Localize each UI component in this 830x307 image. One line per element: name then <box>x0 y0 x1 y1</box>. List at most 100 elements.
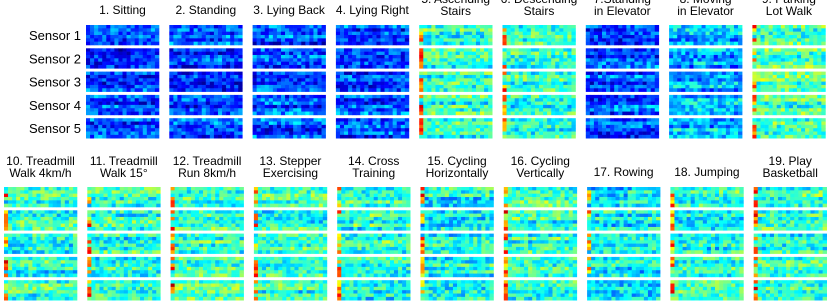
heatmap-cell <box>435 42 439 46</box>
heatmap-cell <box>194 105 198 109</box>
heatmap-cell <box>673 132 677 136</box>
heatmap-cell <box>456 72 460 76</box>
heatmap-cell <box>535 98 539 102</box>
heatmap-cell <box>368 122 372 126</box>
heatmap-cell <box>773 82 777 86</box>
heatmap-cell <box>734 98 738 102</box>
heatmap-cell <box>293 125 297 129</box>
heatmap-cell <box>484 65 488 69</box>
heatmap-cell <box>602 105 606 109</box>
heatmap-cell <box>464 78 468 82</box>
heatmap-cell <box>817 108 821 112</box>
heatmap-cell <box>547 102 551 106</box>
heatmap-cell <box>173 52 177 56</box>
heatmap-cell <box>127 32 131 36</box>
heatmap-cell <box>511 62 515 66</box>
heatmap-cell <box>793 35 797 39</box>
heatmap-cell <box>218 112 222 116</box>
heatmap-cell <box>706 128 710 132</box>
heatmap-cell <box>155 95 159 99</box>
heatmap-cell <box>423 102 427 106</box>
heatmap-cell <box>368 105 372 109</box>
heatmap-cell <box>20 190 24 194</box>
heatmap-cell <box>98 128 102 132</box>
heatmap-cell <box>797 95 801 99</box>
heatmap-cell <box>427 128 431 132</box>
heatmap-cell <box>594 88 598 92</box>
heatmap-cell <box>435 85 439 89</box>
heatmap-cell <box>444 65 448 69</box>
heatmap-cell <box>90 82 94 86</box>
heatmap-cell <box>289 122 293 126</box>
heatmap-cell <box>630 42 634 46</box>
heatmap-cell <box>511 118 515 122</box>
heatmap-cell <box>726 118 730 122</box>
heatmap-cell <box>360 35 364 39</box>
heatmap-cell <box>785 65 789 69</box>
heatmap-cell <box>401 112 405 116</box>
heatmap-cell <box>340 112 344 116</box>
heatmap-cell <box>801 35 805 39</box>
heatmap-cell <box>118 38 122 42</box>
heatmap-cell <box>590 25 594 29</box>
heatmap-cell <box>756 38 760 42</box>
heatmap-cell <box>65 194 69 198</box>
heatmap-cell <box>285 108 289 112</box>
heatmap-cell <box>639 28 643 32</box>
heatmap-cell <box>348 75 352 79</box>
heatmap-cell <box>559 125 563 129</box>
heatmap-cell <box>269 35 273 39</box>
heatmap-cell <box>594 102 598 106</box>
heatmap-cell <box>173 58 177 62</box>
heatmap-cell <box>551 95 555 99</box>
heatmap-cell <box>289 125 293 129</box>
heatmap-cell <box>155 122 159 126</box>
heatmap-cell <box>567 52 571 56</box>
heatmap-cell <box>586 58 590 62</box>
heatmap-cell <box>535 95 539 99</box>
heatmap-cell <box>230 105 234 109</box>
heatmap-cell <box>555 102 559 106</box>
heatmap-cell <box>435 95 439 99</box>
heatmap-cell <box>773 125 777 129</box>
heatmap-cell <box>368 82 372 86</box>
heatmap-cell <box>777 118 781 122</box>
heatmap-cell <box>610 58 614 62</box>
heatmap-cell <box>151 75 155 79</box>
heatmap-cell <box>571 28 575 32</box>
heatmap-cell <box>372 42 376 46</box>
heatmap-cell <box>761 48 765 52</box>
heatmap-cell <box>590 88 594 92</box>
heatmap-cell <box>503 82 507 86</box>
heatmap-cell <box>789 135 793 139</box>
heatmap-cell <box>190 65 194 69</box>
heatmap-cell <box>281 98 285 102</box>
heatmap-cell <box>419 38 423 42</box>
activity-title: 1. Sitting <box>99 3 146 17</box>
heatmap-cell <box>515 118 519 122</box>
heatmap-cell <box>155 112 159 116</box>
heatmap-cell <box>94 135 98 139</box>
heatmap-cell <box>352 52 356 56</box>
heatmap-cell <box>547 78 551 82</box>
heatmap-cell <box>389 35 393 39</box>
heatmap-cell <box>190 132 194 136</box>
heatmap-cell <box>102 108 106 112</box>
heatmap-cell <box>476 55 480 59</box>
heatmap-cell <box>769 105 773 109</box>
heatmap-cell <box>222 88 226 92</box>
heatmap-cell <box>730 102 734 106</box>
heatmap-cell <box>677 35 681 39</box>
heatmap-cell <box>809 108 813 112</box>
heatmap-cell <box>181 82 185 86</box>
heatmap-cell <box>273 108 277 112</box>
heatmap-cell <box>12 190 16 194</box>
heatmap-cell <box>801 52 805 56</box>
heatmap-cell <box>527 95 531 99</box>
heatmap-cell <box>618 98 622 102</box>
heatmap-cell <box>173 108 177 112</box>
heatmap-cell <box>309 135 313 139</box>
heatmap-cell <box>476 42 480 46</box>
heatmap-cell <box>515 65 519 69</box>
heatmap-cell <box>468 118 472 122</box>
